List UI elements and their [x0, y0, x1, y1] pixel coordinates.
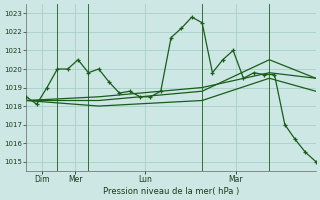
X-axis label: Pression niveau de la mer( hPa ): Pression niveau de la mer( hPa ) — [103, 187, 239, 196]
